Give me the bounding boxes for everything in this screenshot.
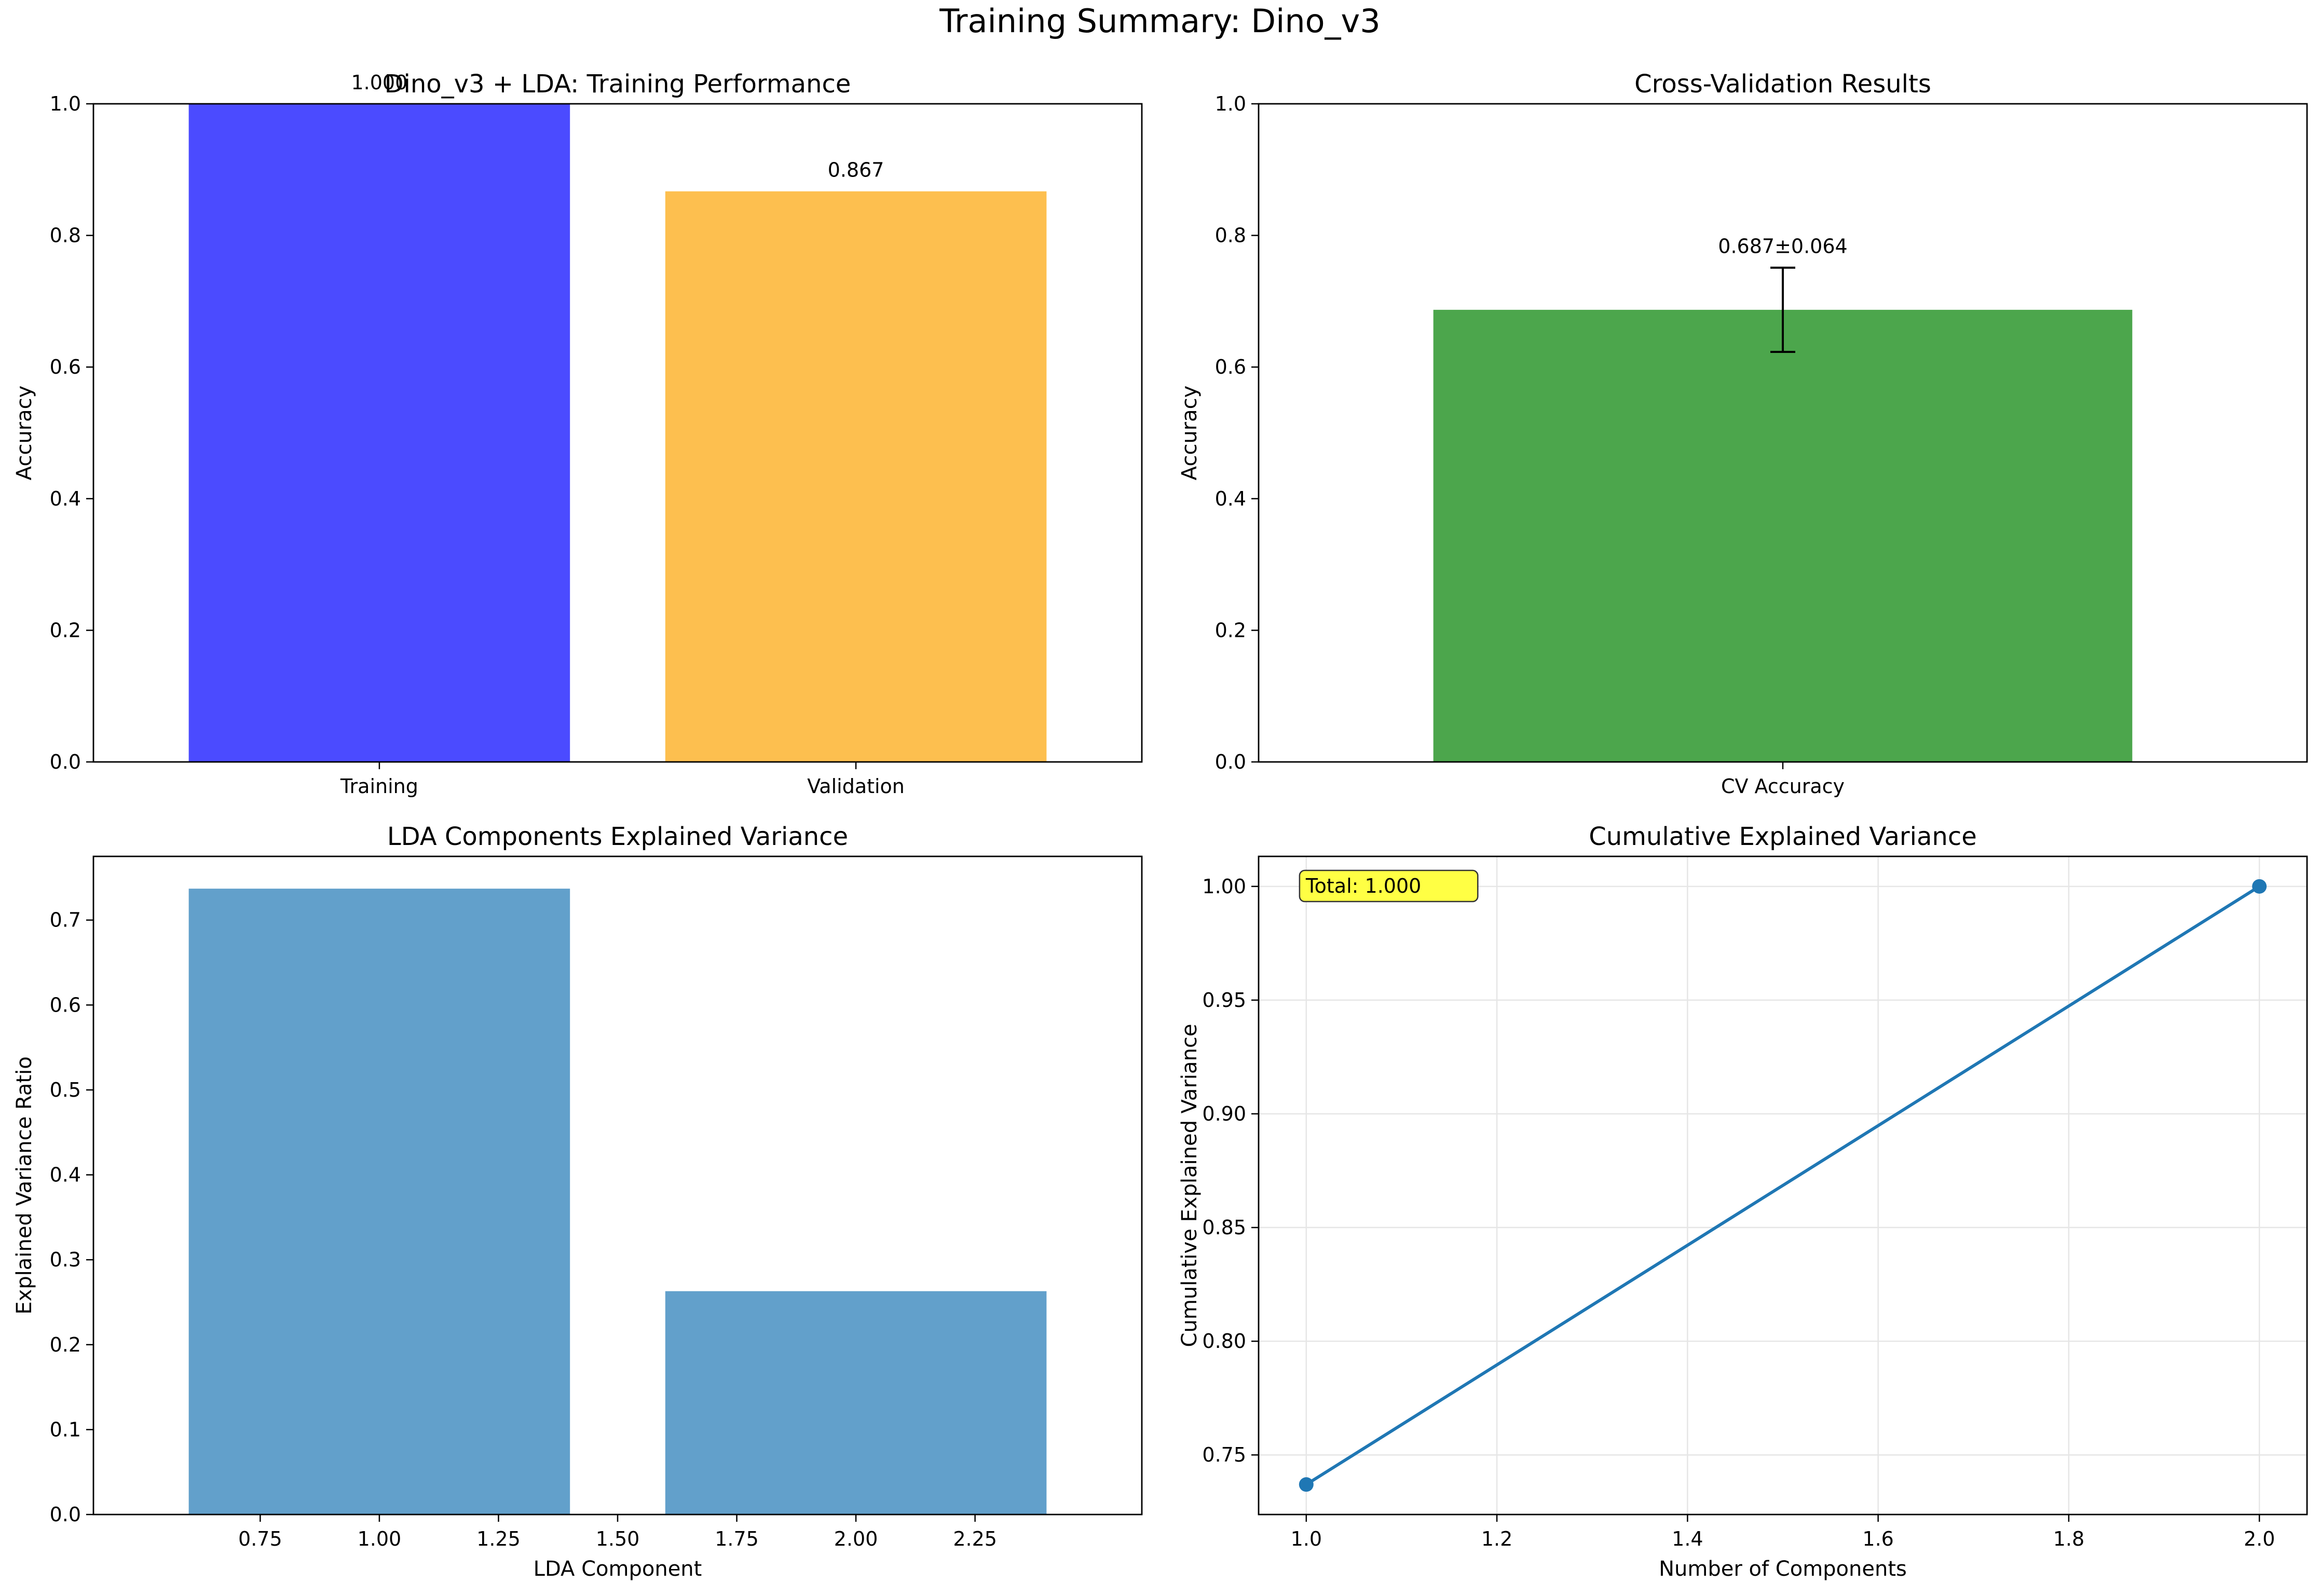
chart-cross-validation: 0.687±0.064 0.0 0.2 0.4 0.6 0.8 1.0 CV Accuracy… <box>1178 70 2308 798</box>
x-tick-label: CV Accuracy <box>1721 775 1845 798</box>
y-axis-label: Cumulative Explained Variance <box>1178 1024 1202 1347</box>
data-label: 0.687±0.064 <box>1718 235 1847 258</box>
x-tick-label: 1.50 <box>596 1527 640 1550</box>
bar <box>1433 309 2133 762</box>
y-tick-label: 0.95 <box>1202 989 1246 1012</box>
x-tick-label: Training <box>340 775 418 798</box>
x-tick-label: 1.75 <box>715 1527 759 1550</box>
y-tick-label: 0.85 <box>1202 1216 1246 1239</box>
y-tick-label: 1.00 <box>1202 875 1246 898</box>
y-tick-label: 0.90 <box>1202 1102 1246 1125</box>
x-tick-label: 2.00 <box>834 1527 878 1550</box>
data-label: 1.000 <box>351 71 408 94</box>
y-tick-label: 0.0 <box>1215 751 1246 773</box>
y-axis-label: Accuracy <box>12 386 36 481</box>
chart-cumulative-variance: Total: 1.000 0.75 0.80 0.85 0.90 0.95 1.00 1.0 1… <box>1178 822 2308 1581</box>
data-point <box>1299 1477 1314 1492</box>
y-tick-label: 0.0 <box>50 1503 81 1526</box>
series-line <box>1305 885 2260 1486</box>
x-axis-label: Number of Components <box>1659 1557 1907 1581</box>
bar <box>188 104 570 762</box>
figure-title: Training Summary: Dino_v3 <box>939 2 1380 40</box>
y-tick-label: 0.6 <box>1215 356 1246 378</box>
x-tick-label: 1.25 <box>476 1527 521 1550</box>
x-tick-label: 2.25 <box>953 1527 997 1550</box>
y-tick-label: 0.8 <box>1215 224 1246 247</box>
x-axis-label: LDA Component <box>534 1557 702 1581</box>
y-tick-label: 0.80 <box>1202 1330 1246 1353</box>
y-axis-label: Accuracy <box>1178 386 1202 481</box>
x-tick-label: Validation <box>807 775 905 798</box>
annotation-box <box>1299 869 1479 903</box>
chart-lda-explained-variance: 0.0 0.1 0.2 0.3 0.4 0.5 0.6 0.7 0.75 1.00 1.25 1.50… <box>12 822 1143 1581</box>
y-tick-label: 0.3 <box>50 1248 81 1271</box>
y-tick-label: 0.2 <box>50 1333 81 1356</box>
x-tick-label: 0.75 <box>238 1527 282 1550</box>
y-tick-label: 0.4 <box>50 487 81 510</box>
x-tick-label: 1.4 <box>1672 1527 1703 1550</box>
y-axis-label: Explained Variance Ratio <box>12 1056 36 1314</box>
y-tick-label: 0.5 <box>50 1079 81 1101</box>
annotation-text: Total: 1.000 <box>1305 875 1421 897</box>
y-tick-label: 0.8 <box>50 224 81 247</box>
y-tick-label: 0.4 <box>50 1164 81 1186</box>
axes-frame <box>92 103 1143 763</box>
y-tick-label: 1.0 <box>50 92 81 115</box>
x-tick-label: 1.8 <box>2053 1527 2084 1550</box>
chart-title: Cumulative Explained Variance <box>1589 822 1977 851</box>
x-tick-label: 1.2 <box>1481 1527 1512 1550</box>
data-label: 0.867 <box>828 159 884 182</box>
chart-title: LDA Components Explained Variance <box>387 822 848 851</box>
data-point <box>2252 879 2267 894</box>
x-tick-label: 1.0 <box>1291 1527 1322 1550</box>
y-tick-label: 0.6 <box>50 993 81 1016</box>
y-tick-label: 1.0 <box>1215 92 1246 115</box>
y-tick-label: 0.4 <box>1215 487 1246 510</box>
y-tick-label: 0.2 <box>50 619 81 642</box>
bar <box>665 191 1047 762</box>
chart-training-performance: 1.000 0.867 0.0 0.2 0.4 0.6 0.8 1.0 Training Vali… <box>12 70 1143 798</box>
x-tick-label: 1.6 <box>1862 1527 1893 1550</box>
axes-frame <box>1258 855 2308 1516</box>
chart-title: Cross-Validation Results <box>1634 70 1931 99</box>
y-tick-label: 0.1 <box>50 1418 81 1441</box>
y-tick-label: 0.7 <box>50 909 81 932</box>
bar <box>665 1291 1047 1515</box>
y-tick-label: 0.75 <box>1202 1443 1246 1466</box>
y-tick-label: 0.0 <box>50 751 81 773</box>
x-tick-label: 2.0 <box>2244 1527 2275 1550</box>
x-tick-label: 1.00 <box>358 1527 402 1550</box>
chart-title: Dino_v3 + LDA: Training Performance <box>385 70 851 99</box>
bar <box>188 889 570 1515</box>
y-tick-label: 0.2 <box>1215 619 1246 642</box>
y-tick-label: 0.6 <box>50 356 81 378</box>
